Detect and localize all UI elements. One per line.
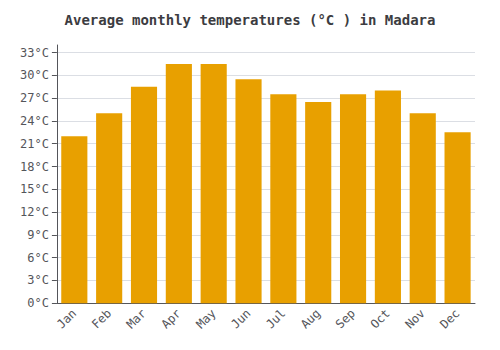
svg-text:May: May [193, 306, 218, 331]
svg-text:Mar: Mar [124, 306, 149, 331]
svg-text:Oct: Oct [368, 306, 393, 331]
svg-text:27°C: 27°C [20, 91, 49, 105]
svg-text:6°C: 6°C [27, 251, 49, 265]
svg-text:Jul: Jul [263, 306, 288, 331]
svg-text:9°C: 9°C [27, 228, 49, 242]
svg-text:Apr: Apr [159, 306, 184, 331]
svg-text:18°C: 18°C [20, 160, 49, 174]
svg-text:Aug: Aug [298, 306, 323, 331]
svg-text:Nov: Nov [402, 306, 427, 331]
svg-text:0°C: 0°C [27, 296, 49, 310]
svg-text:3°C: 3°C [27, 273, 49, 287]
svg-text:15°C: 15°C [20, 182, 49, 196]
svg-text:12°C: 12°C [20, 205, 49, 219]
svg-text:Sep: Sep [333, 306, 358, 331]
svg-text:33°C: 33°C [20, 46, 49, 60]
svg-text:24°C: 24°C [20, 114, 49, 128]
svg-text:30°C: 30°C [20, 68, 49, 82]
svg-text:21°C: 21°C [20, 137, 49, 151]
svg-text:Jan: Jan [54, 306, 79, 331]
svg-text:Jun: Jun [228, 306, 253, 331]
svg-text:Dec: Dec [437, 306, 462, 331]
svg-text:Feb: Feb [89, 306, 114, 331]
svg-text:Average monthly temperatures (: Average monthly temperatures (°C ) in Ma… [65, 12, 436, 28]
